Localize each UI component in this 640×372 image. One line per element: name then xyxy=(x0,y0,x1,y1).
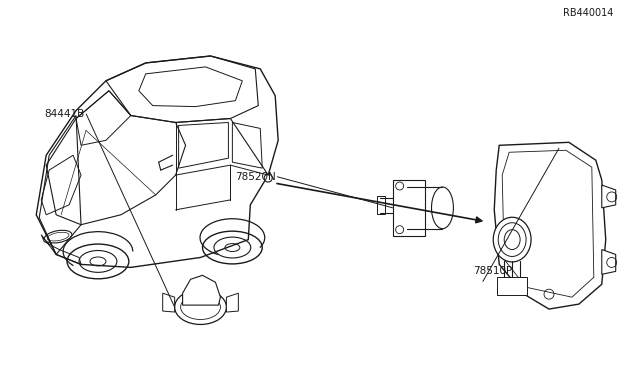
Ellipse shape xyxy=(431,187,453,229)
Text: 78510P: 78510P xyxy=(473,266,512,276)
Ellipse shape xyxy=(396,187,417,229)
Text: RB440014: RB440014 xyxy=(563,8,613,18)
Polygon shape xyxy=(602,185,616,208)
Polygon shape xyxy=(393,180,424,235)
Polygon shape xyxy=(182,275,220,305)
Text: 84441B: 84441B xyxy=(44,109,84,119)
FancyBboxPatch shape xyxy=(497,277,527,295)
Text: 78520N: 78520N xyxy=(235,172,275,182)
FancyBboxPatch shape xyxy=(377,196,385,214)
Circle shape xyxy=(264,174,272,182)
Polygon shape xyxy=(227,293,238,312)
Ellipse shape xyxy=(493,217,531,262)
Polygon shape xyxy=(163,293,175,312)
Ellipse shape xyxy=(175,290,227,324)
Polygon shape xyxy=(602,250,616,274)
Polygon shape xyxy=(494,142,605,309)
